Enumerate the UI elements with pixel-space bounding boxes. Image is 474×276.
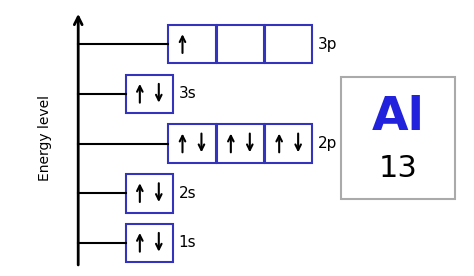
- Text: 2s: 2s: [179, 186, 196, 201]
- Text: 13: 13: [379, 154, 418, 183]
- Text: Energy level: Energy level: [38, 95, 52, 181]
- Bar: [217, 124, 264, 163]
- Bar: [265, 25, 312, 63]
- Bar: [341, 77, 455, 199]
- Bar: [217, 25, 264, 63]
- Bar: [126, 174, 173, 213]
- Bar: [126, 75, 173, 113]
- Text: 3p: 3p: [318, 37, 337, 52]
- Bar: [168, 124, 216, 163]
- Text: 3s: 3s: [179, 86, 196, 101]
- Text: 2p: 2p: [318, 136, 337, 151]
- Text: 1s: 1s: [179, 235, 196, 250]
- Bar: [168, 25, 216, 63]
- Bar: [126, 224, 173, 262]
- Text: Al: Al: [372, 95, 425, 140]
- Bar: [265, 124, 312, 163]
